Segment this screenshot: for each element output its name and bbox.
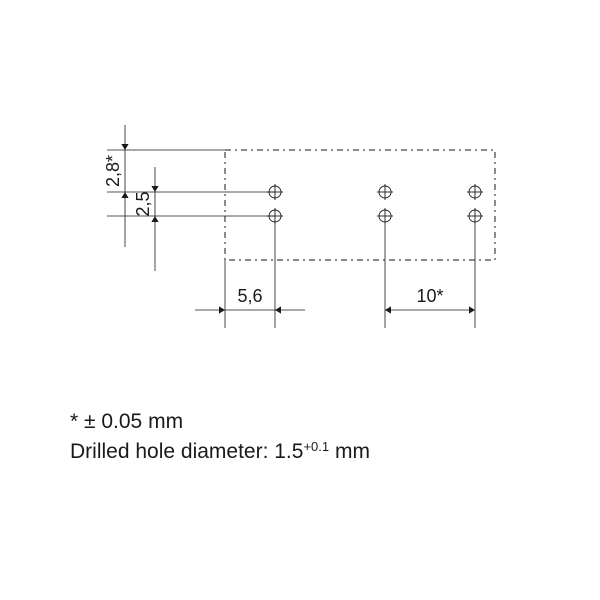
dim-label-2-8: 2,8* <box>103 155 123 187</box>
background <box>0 0 600 600</box>
dim-label-5-6: 5,6 <box>237 286 262 306</box>
note-tolerance: * ± 0.05 mm <box>70 410 183 433</box>
technical-drawing: 2,8*2,55,610** ± 0.05 mmDrilled hole dia… <box>0 0 600 600</box>
dim-label-2-5: 2,5 <box>133 191 153 216</box>
dim-label-10: 10* <box>416 286 443 306</box>
